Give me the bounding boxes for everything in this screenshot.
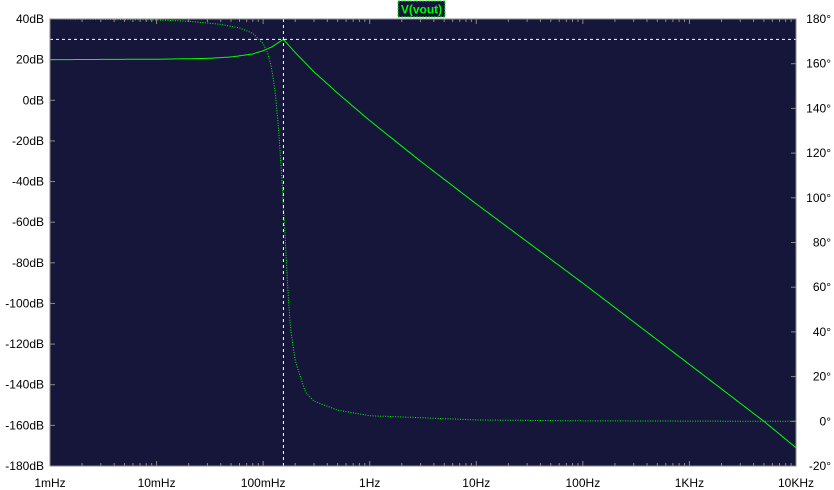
y-left-tick-label: -160dB: [5, 418, 44, 432]
legend-label: V(vout): [401, 3, 442, 17]
plot-frame: [49, 18, 797, 467]
x-tick-label: 100mHz: [241, 476, 286, 490]
y-right-tick-label: 40°: [813, 325, 831, 339]
x-tick-label: 1KHz: [675, 476, 704, 490]
y-right-tick-label: 60°: [813, 280, 831, 294]
y-left-tick-label: -140dB: [5, 378, 44, 392]
y-left-tick-label: -180dB: [5, 459, 44, 473]
y-right-tick-label: 20°: [813, 370, 831, 384]
y-right-tick-label: 120°: [806, 146, 831, 160]
axis-labels: 1mHz 10mHz 100mHz 1Hz 10Hz 100Hz 1KHz 10KHz 40dB…: [5, 12, 831, 490]
y-right-tick-label: 160°: [806, 57, 831, 71]
x-tick-label: 10KHz: [778, 476, 814, 490]
x-tick-label: 100Hz: [566, 476, 601, 490]
legend: V(vout): [397, 0, 446, 18]
y-left-tick-label: -20dB: [12, 134, 44, 148]
magnitude-trace: [50, 39, 797, 449]
traces: [50, 18, 797, 449]
y-left-tick-label: -40dB: [12, 175, 44, 189]
y-right-tick-label: 140°: [806, 101, 831, 115]
y-left-tick-label: -60dB: [12, 215, 44, 229]
x-tick-label: 10Hz: [462, 476, 490, 490]
cursor[interactable]: [50, 19, 796, 466]
x-tick-label: 1mHz: [34, 476, 65, 490]
legend-box: [397, 0, 446, 18]
y-right-tick-label: -20°: [809, 459, 831, 473]
y-left-tick-label: 40dB: [16, 12, 44, 26]
y-right-tick-label: 0°: [820, 414, 832, 428]
y-left-tick-label: -80dB: [12, 256, 44, 270]
phase-trace: [50, 18, 796, 422]
y-left-tick-label: -100dB: [5, 296, 44, 310]
y-right-tick-label: 100°: [806, 191, 831, 205]
x-tick-label: 1Hz: [359, 476, 380, 490]
plot-area: [50, 19, 796, 466]
x-tick-label: 10mHz: [138, 476, 176, 490]
y-left-tick-label: -120dB: [5, 337, 44, 351]
y-right-tick-label: 180°: [806, 12, 831, 26]
y-left-tick-label: 20dB: [16, 53, 44, 67]
y-left-tick-label: 0dB: [23, 93, 44, 107]
y-right-tick-label: 80°: [813, 236, 831, 250]
